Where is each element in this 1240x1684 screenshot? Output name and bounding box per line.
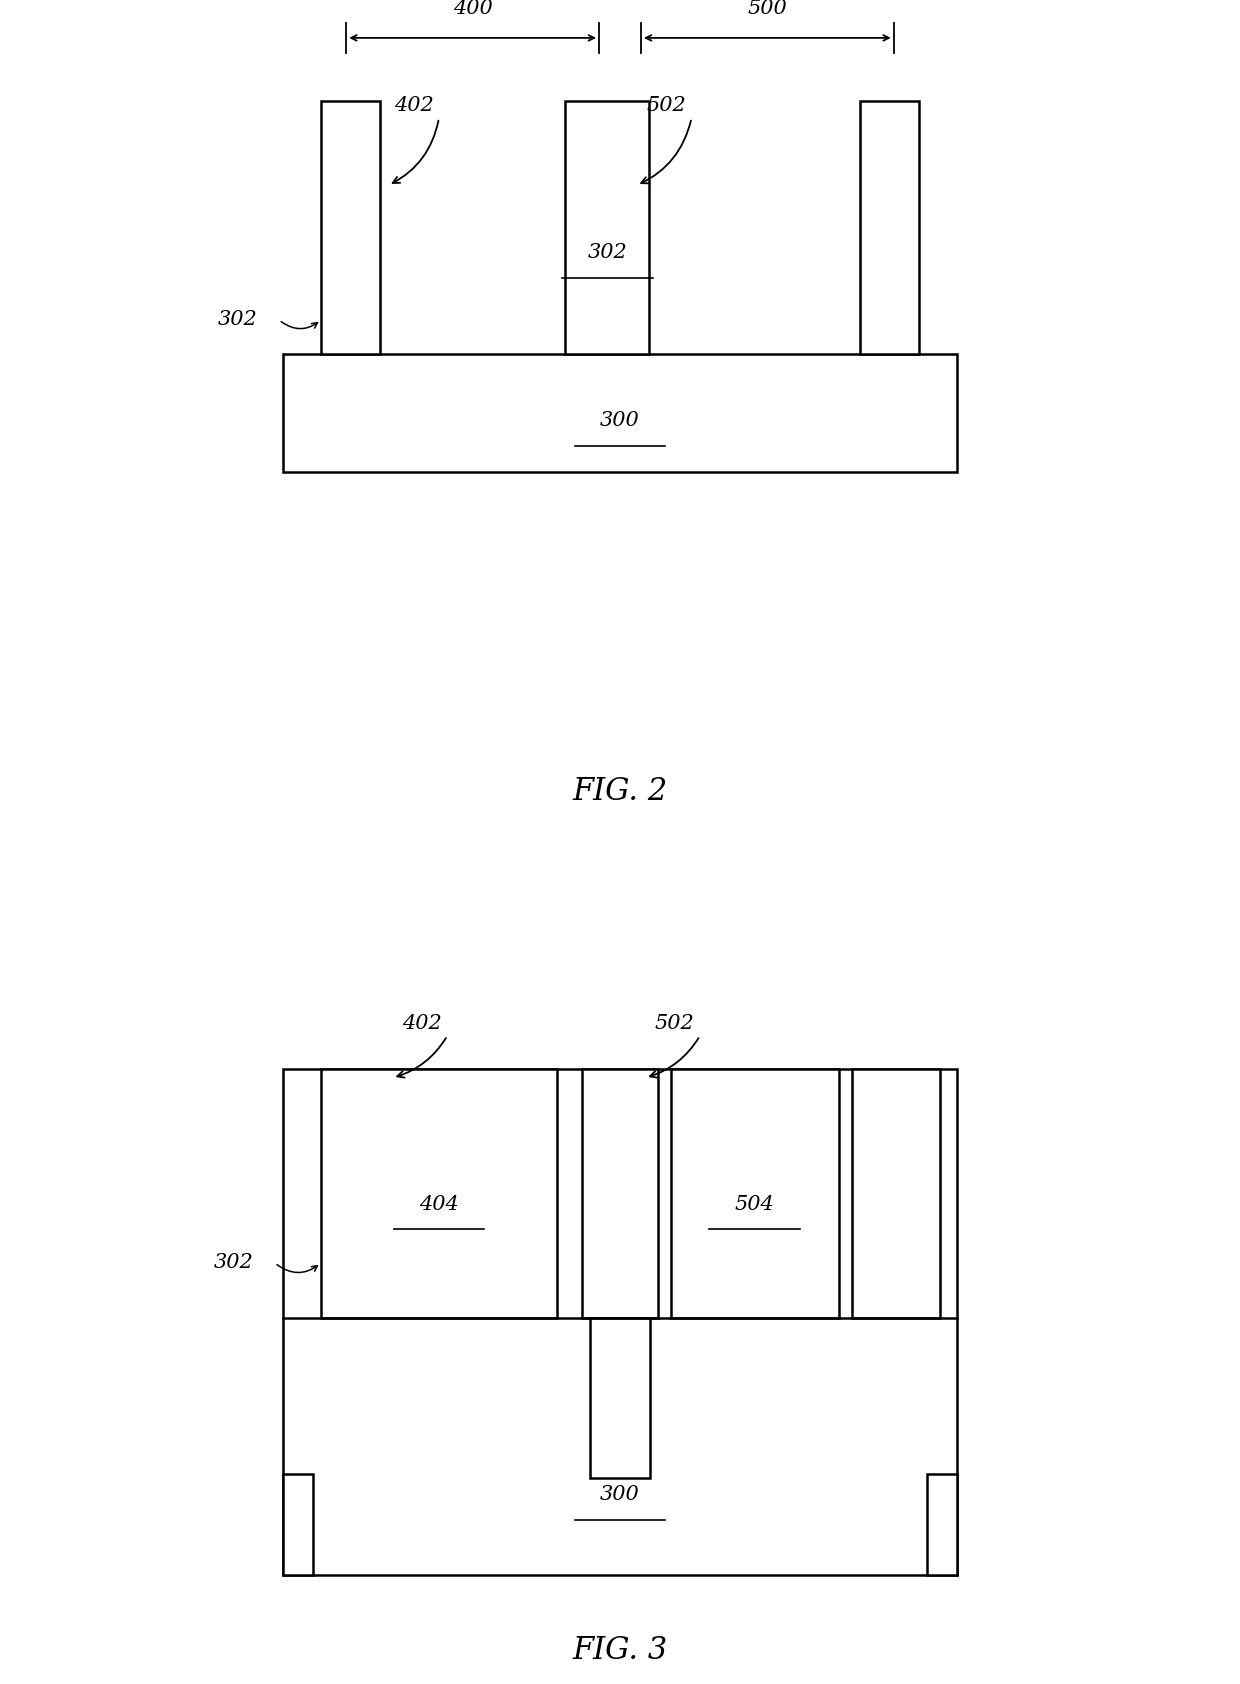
Text: FIG. 2: FIG. 2: [573, 776, 667, 807]
Bar: [321, 1069, 557, 1317]
Text: 300: 300: [600, 1485, 640, 1504]
Bar: [321, 101, 379, 354]
Text: 302: 302: [218, 310, 258, 330]
Text: 500: 500: [748, 0, 787, 19]
Bar: [861, 101, 919, 354]
Text: 404: 404: [419, 1194, 459, 1214]
Bar: [283, 354, 957, 472]
Text: FIG. 3: FIG. 3: [573, 1635, 667, 1665]
Bar: [565, 101, 650, 354]
Text: 400: 400: [453, 0, 492, 19]
Text: 302: 302: [588, 242, 627, 263]
Bar: [590, 1317, 650, 1479]
Text: 300: 300: [600, 411, 640, 431]
Bar: [283, 1069, 957, 1575]
Text: 402: 402: [394, 96, 434, 115]
Bar: [582, 1069, 658, 1317]
Bar: [928, 1474, 957, 1575]
Bar: [671, 1069, 839, 1317]
Bar: [852, 1069, 940, 1317]
Text: 402: 402: [402, 1014, 441, 1032]
Text: 504: 504: [735, 1194, 775, 1214]
Text: 502: 502: [646, 96, 686, 115]
Text: 302: 302: [215, 1253, 254, 1273]
Bar: [283, 1474, 312, 1575]
Text: 502: 502: [655, 1014, 694, 1032]
